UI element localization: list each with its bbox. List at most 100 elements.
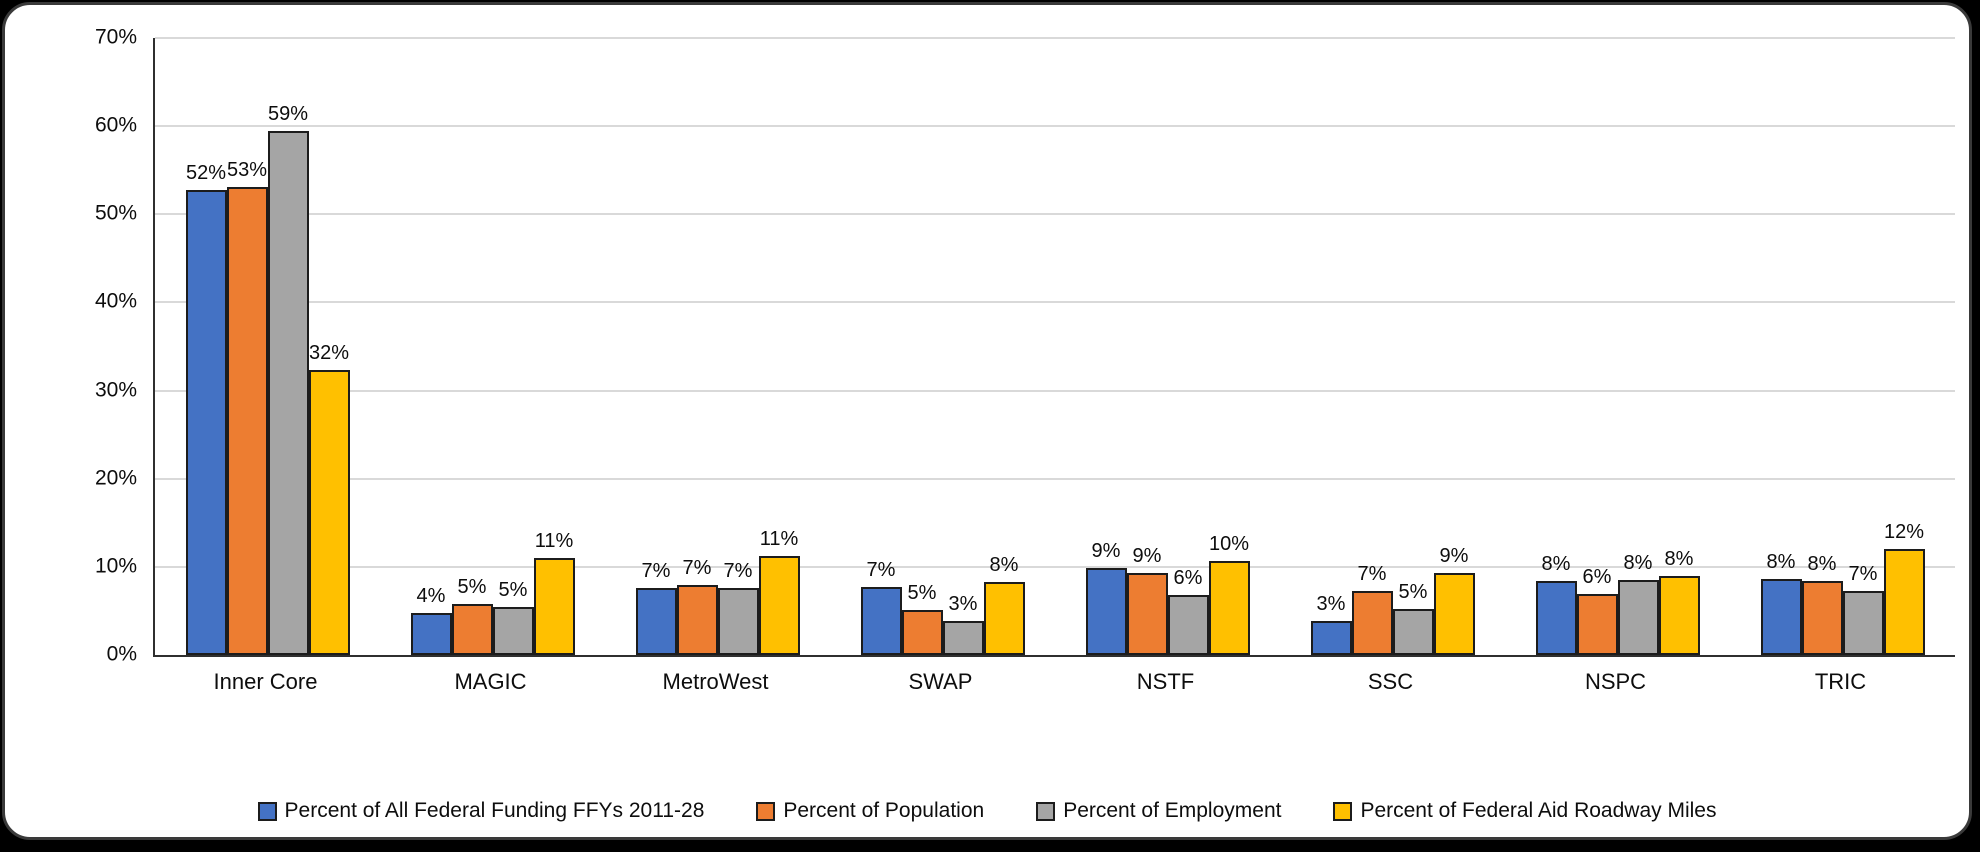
legend-label: Percent of All Federal Funding FFYs 2011…: [284, 799, 705, 822]
bar-percent-of-federal-aid-roadway-miles: 32%: [308, 342, 350, 655]
bar-value-label: 6%: [1173, 566, 1203, 589]
y-tick-label: 70%: [94, 25, 137, 49]
bar-value-label: 11%: [534, 530, 574, 553]
bar-group-magic: 4% 5% 5% 11%: [380, 38, 605, 655]
gridline: [155, 213, 1955, 216]
gridline: [155, 301, 1955, 304]
bar-group-metrowest: 7% 7% 7% 11%: [605, 38, 830, 655]
y-tick-label: 0%: [106, 642, 137, 666]
bar-value-label: 10%: [1208, 533, 1250, 556]
bar-value-label: 5%: [498, 578, 528, 601]
x-axis-label-swap: SWAP: [908, 669, 973, 694]
bar-value-label: 5%: [907, 581, 937, 604]
legend-label: Percent of Federal Aid Roadway Miles: [1360, 799, 1717, 822]
bar-percent-of-federal-aid-roadway-miles: 10%: [1208, 533, 1250, 655]
bar-value-label: 4%: [416, 585, 446, 608]
legend-label: Percent of Employment: [1063, 799, 1282, 822]
legend-item-percent-of-employment: Percent of Employment: [1036, 799, 1281, 823]
x-axis-label-tric: TRIC: [1814, 669, 1867, 694]
gridline: [155, 389, 1955, 392]
bar-value-label: 6%: [1582, 565, 1612, 588]
y-tick-label: 10%: [94, 554, 137, 578]
legend-item-percent-of-population: Percent of Population: [756, 799, 984, 823]
bar-percent-of-employment: 5%: [1392, 581, 1434, 655]
bar-value-label: 5%: [457, 576, 487, 599]
bar-percent-of-employment: 7%: [1842, 563, 1884, 655]
legend-label: Percent of Population: [783, 799, 985, 822]
bar-value-label: 11%: [759, 527, 799, 550]
bar-percent-of-all-federal-funding-ffys-2011-28: 9%: [1085, 540, 1127, 655]
bar-percent-of-employment: 7%: [717, 560, 759, 655]
bar-value-label: 8%: [1541, 552, 1571, 575]
bar-percent-of-all-federal-funding-ffys-2011-28: 8%: [1760, 551, 1802, 655]
gridline: [155, 37, 1955, 39]
bar-percent-of-population: 7%: [1351, 563, 1393, 655]
legend-swatch: [257, 801, 277, 821]
y-tick-label: 30%: [94, 378, 137, 402]
gridline: [155, 477, 1955, 480]
x-axis-label-magic: MAGIC: [454, 669, 527, 694]
plot-area: 70% 60% 50% 40% 30% 20% 10% 0% 52% 53% 59% 32% 4% 5% 5…: [95, 26, 1955, 666]
bar-percent-of-employment: 8%: [1617, 552, 1659, 655]
x-axis-label-ssc: SSC: [1367, 669, 1414, 694]
chart-card: 70% 60% 50% 40% 30% 20% 10% 0% 52% 53% 59% 32% 4% 5% 5…: [2, 2, 1972, 840]
legend-swatch: [756, 801, 776, 821]
bar-percent-of-employment: 5%: [492, 579, 534, 655]
legend-swatch: [1036, 801, 1056, 821]
y-tick-label: 40%: [94, 289, 137, 313]
bar-value-label: 8%: [1766, 550, 1796, 573]
bar-percent-of-employment: 3%: [942, 593, 984, 655]
bar-value-label: 3%: [948, 593, 978, 616]
y-tick-label: 50%: [94, 201, 137, 225]
x-axis-label-inner-core: Inner Core: [213, 669, 318, 694]
bar-value-label: 52%: [185, 162, 227, 185]
bar-percent-of-population: 9%: [1126, 545, 1168, 655]
bar-percent-of-population: 5%: [451, 576, 493, 655]
bar-value-label: 32%: [308, 341, 350, 364]
bar-value-label: 8%: [1664, 548, 1694, 571]
bar-percent-of-population: 5%: [901, 582, 943, 655]
x-axis-label-nstf: NSTF: [1136, 669, 1195, 694]
bar-percent-of-population: 53%: [226, 159, 268, 655]
bar-value-label: 9%: [1091, 540, 1121, 563]
bar-value-label: 8%: [989, 554, 1019, 577]
bar-group-inner-core: 52% 53% 59% 32%: [155, 38, 380, 655]
bar-percent-of-federal-aid-roadway-miles: 11%: [533, 530, 575, 655]
bar-value-label: 7%: [1357, 563, 1387, 586]
bar-percent-of-all-federal-funding-ffys-2011-28: 7%: [635, 560, 677, 655]
x-axis-labels: Inner Core MAGIC MetroWest SWAP NSTF SSC NSPC T…: [153, 669, 1953, 695]
bar-percent-of-all-federal-funding-ffys-2011-28: 52%: [185, 162, 227, 655]
bar-value-label: 9%: [1439, 544, 1469, 567]
bar-value-label: 7%: [1848, 563, 1878, 586]
bar-value-label: 8%: [1623, 551, 1653, 574]
bar-percent-of-federal-aid-roadway-miles: 8%: [983, 554, 1025, 655]
bar-percent-of-all-federal-funding-ffys-2011-28: 7%: [860, 559, 902, 655]
bar-percent-of-population: 6%: [1576, 566, 1618, 655]
bar-percent-of-population: 7%: [676, 557, 718, 655]
bar-value-label: 7%: [723, 560, 753, 583]
bar-value-label: 7%: [866, 558, 896, 581]
bar-group-nstf: 9% 9% 6% 10%: [1055, 38, 1280, 655]
legend-item-percent-of-federal-aid-roadway-miles: Percent of Federal Aid Roadway Miles: [1333, 799, 1716, 823]
y-tick-label: 20%: [94, 466, 137, 490]
gridline: [155, 125, 1955, 128]
bar-value-label: 7%: [682, 556, 712, 579]
y-tick-label: 60%: [94, 113, 137, 137]
bar-value-label: 3%: [1316, 593, 1346, 616]
bar-percent-of-employment: 59%: [267, 103, 309, 655]
legend: Percent of All Federal Funding FFYs 2011…: [5, 799, 1969, 823]
bar-group-swap: 7% 5% 3% 8%: [830, 38, 1055, 655]
bar-value-label: 5%: [1398, 580, 1428, 603]
bar-percent-of-federal-aid-roadway-miles: 11%: [758, 528, 800, 655]
bar-group-nspc: 8% 6% 8% 8%: [1505, 38, 1730, 655]
bar-percent-of-federal-aid-roadway-miles: 9%: [1433, 545, 1475, 655]
gridline: [155, 565, 1955, 568]
bar-percent-of-federal-aid-roadway-miles: 8%: [1658, 548, 1700, 655]
bar-percent-of-population: 8%: [1801, 553, 1843, 655]
bar-percent-of-federal-aid-roadway-miles: 12%: [1883, 521, 1925, 655]
bar-percent-of-employment: 6%: [1167, 567, 1209, 655]
bar-percent-of-all-federal-funding-ffys-2011-28: 4%: [410, 585, 452, 655]
bar-percent-of-all-federal-funding-ffys-2011-28: 8%: [1535, 553, 1577, 655]
x-axis-label-metrowest: MetroWest: [662, 669, 769, 694]
bar-value-label: 8%: [1807, 552, 1837, 575]
